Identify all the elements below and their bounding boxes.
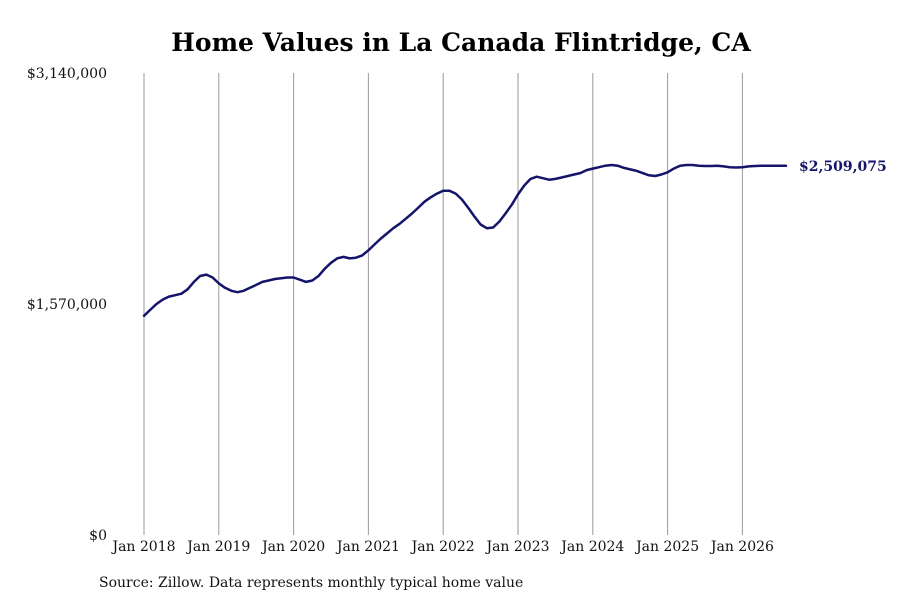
x-axis-ticks: Jan 2018 Jan 2019 Jan 2020 Jan 2021 Jan 2022… — [110, 539, 774, 555]
x-tick-label: Jan 2024 — [559, 539, 624, 555]
x-tick-label: Jan 2021 — [335, 539, 400, 555]
x-tick-label: Jan 2025 — [634, 539, 699, 555]
x-tick-label: Jan 2018 — [110, 539, 175, 555]
y-tick-label: $3,140,000 — [27, 66, 107, 82]
x-tick-label: Jan 2019 — [185, 539, 250, 555]
y-tick-label: $0 — [89, 528, 107, 544]
vertical-gridlines — [143, 73, 743, 535]
y-tick-label: $1,570,000 — [27, 297, 107, 313]
x-tick-label: Jan 2022 — [410, 539, 475, 555]
last-value-label: $2,509,075 — [799, 159, 887, 175]
x-tick-label: Jan 2023 — [484, 539, 549, 555]
source-note: Source: Zillow. Data represents monthly … — [99, 575, 523, 591]
home-value-line — [142, 163, 788, 318]
x-tick-label: Jan 2026 — [709, 539, 774, 555]
x-tick-label: Jan 2020 — [260, 539, 325, 555]
chart-title: Home Values in La Canada Flintridge, CA — [171, 28, 751, 57]
y-axis-ticks: $0 $1,570,000 $3,140,000 — [27, 66, 107, 544]
